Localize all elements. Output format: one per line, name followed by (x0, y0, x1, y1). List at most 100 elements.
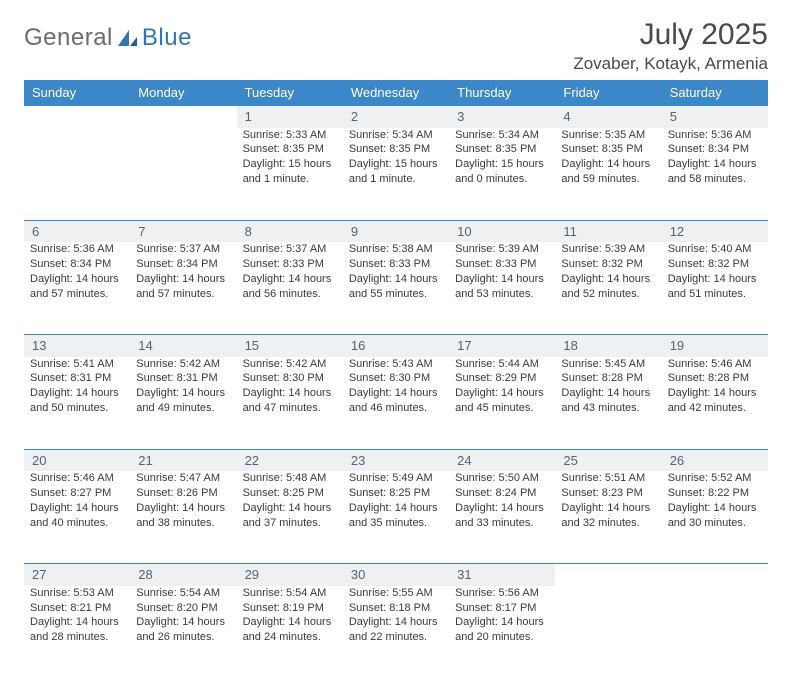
sunrise-text: Sunrise: 5:55 AM (349, 586, 443, 601)
day1-text: Daylight: 15 hours (349, 157, 443, 172)
day-cell: Sunrise: 5:48 AMSunset: 8:25 PMDaylight:… (237, 471, 343, 564)
day-cell: Sunrise: 5:46 AMSunset: 8:28 PMDaylight:… (662, 357, 768, 450)
week-row: Sunrise: 5:33 AMSunset: 8:35 PMDaylight:… (24, 128, 768, 221)
sunrise-text: Sunrise: 5:47 AM (136, 471, 230, 486)
day2-text: and 32 minutes. (561, 516, 655, 531)
day-cell: Sunrise: 5:39 AMSunset: 8:33 PMDaylight:… (449, 242, 555, 335)
sunrise-text: Sunrise: 5:45 AM (561, 357, 655, 372)
day-number: 2 (343, 106, 449, 128)
day-number (555, 564, 661, 586)
day-cell: Sunrise: 5:44 AMSunset: 8:29 PMDaylight:… (449, 357, 555, 450)
day1-text: Daylight: 14 hours (243, 386, 337, 401)
day-cell: Sunrise: 5:37 AMSunset: 8:33 PMDaylight:… (237, 242, 343, 335)
day-number: 22 (237, 449, 343, 471)
day-number: 29 (237, 564, 343, 586)
day-cell: Sunrise: 5:40 AMSunset: 8:32 PMDaylight:… (662, 242, 768, 335)
sunset-text: Sunset: 8:35 PM (243, 142, 337, 157)
day1-text: Daylight: 14 hours (243, 272, 337, 287)
day1-text: Daylight: 14 hours (136, 272, 230, 287)
day-number: 19 (662, 335, 768, 357)
day-number-row: 12345 (24, 106, 768, 128)
sunset-text: Sunset: 8:17 PM (455, 601, 549, 616)
sunrise-text: Sunrise: 5:39 AM (561, 242, 655, 257)
sunset-text: Sunset: 8:35 PM (349, 142, 443, 157)
sunset-text: Sunset: 8:32 PM (668, 257, 762, 272)
day2-text: and 24 minutes. (243, 630, 337, 645)
day-cell: Sunrise: 5:43 AMSunset: 8:30 PMDaylight:… (343, 357, 449, 450)
day-cell: Sunrise: 5:53 AMSunset: 8:21 PMDaylight:… (24, 586, 130, 678)
week-row: Sunrise: 5:36 AMSunset: 8:34 PMDaylight:… (24, 242, 768, 335)
day2-text: and 35 minutes. (349, 516, 443, 531)
day1-text: Daylight: 14 hours (668, 157, 762, 172)
day1-text: Daylight: 15 hours (243, 157, 337, 172)
day-cell: Sunrise: 5:51 AMSunset: 8:23 PMDaylight:… (555, 471, 661, 564)
day-cell: Sunrise: 5:42 AMSunset: 8:30 PMDaylight:… (237, 357, 343, 450)
sunrise-text: Sunrise: 5:41 AM (30, 357, 124, 372)
day1-text: Daylight: 14 hours (30, 272, 124, 287)
day-number: 31 (449, 564, 555, 586)
day1-text: Daylight: 14 hours (561, 386, 655, 401)
day-number-row: 13141516171819 (24, 335, 768, 357)
day-cell: Sunrise: 5:39 AMSunset: 8:32 PMDaylight:… (555, 242, 661, 335)
day-number: 12 (662, 220, 768, 242)
day-number: 24 (449, 449, 555, 471)
day2-text: and 28 minutes. (30, 630, 124, 645)
day2-text: and 46 minutes. (349, 401, 443, 416)
day-cell: Sunrise: 5:55 AMSunset: 8:18 PMDaylight:… (343, 586, 449, 678)
sunrise-text: Sunrise: 5:48 AM (243, 471, 337, 486)
day1-text: Daylight: 14 hours (136, 386, 230, 401)
day2-text: and 38 minutes. (136, 516, 230, 531)
sunset-text: Sunset: 8:29 PM (455, 371, 549, 386)
sunrise-text: Sunrise: 5:37 AM (243, 242, 337, 257)
sunset-text: Sunset: 8:33 PM (455, 257, 549, 272)
day1-text: Daylight: 14 hours (136, 501, 230, 516)
day2-text: and 43 minutes. (561, 401, 655, 416)
sunset-text: Sunset: 8:34 PM (136, 257, 230, 272)
day-number: 6 (24, 220, 130, 242)
day-number-row: 20212223242526 (24, 449, 768, 471)
sunset-text: Sunset: 8:20 PM (136, 601, 230, 616)
weekday-header: Thursday (449, 80, 555, 106)
day-number: 11 (555, 220, 661, 242)
day2-text: and 45 minutes. (455, 401, 549, 416)
day1-text: Daylight: 14 hours (30, 501, 124, 516)
day-cell (662, 586, 768, 678)
sunrise-text: Sunrise: 5:49 AM (349, 471, 443, 486)
brand-sail-icon (116, 28, 138, 48)
brand-text-blue: Blue (142, 24, 192, 52)
calendar-table: Sunday Monday Tuesday Wednesday Thursday… (24, 80, 768, 678)
sunrise-text: Sunrise: 5:53 AM (30, 586, 124, 601)
day2-text: and 0 minutes. (455, 172, 549, 187)
month-title: July 2025 (573, 18, 768, 52)
sunrise-text: Sunrise: 5:35 AM (561, 128, 655, 143)
day-cell: Sunrise: 5:34 AMSunset: 8:35 PMDaylight:… (449, 128, 555, 221)
sunset-text: Sunset: 8:24 PM (455, 486, 549, 501)
day2-text: and 57 minutes. (30, 287, 124, 302)
day1-text: Daylight: 14 hours (668, 386, 762, 401)
day1-text: Daylight: 14 hours (349, 615, 443, 630)
day-cell: Sunrise: 5:56 AMSunset: 8:17 PMDaylight:… (449, 586, 555, 678)
sunset-text: Sunset: 8:21 PM (30, 601, 124, 616)
day2-text: and 22 minutes. (349, 630, 443, 645)
sunset-text: Sunset: 8:30 PM (243, 371, 337, 386)
day1-text: Daylight: 14 hours (561, 501, 655, 516)
day-number: 1 (237, 106, 343, 128)
sunrise-text: Sunrise: 5:54 AM (136, 586, 230, 601)
day-number: 3 (449, 106, 555, 128)
sunset-text: Sunset: 8:31 PM (136, 371, 230, 386)
sunrise-text: Sunrise: 5:34 AM (349, 128, 443, 143)
day1-text: Daylight: 14 hours (668, 501, 762, 516)
sunrise-text: Sunrise: 5:51 AM (561, 471, 655, 486)
sunset-text: Sunset: 8:27 PM (30, 486, 124, 501)
day2-text: and 33 minutes. (455, 516, 549, 531)
sunset-text: Sunset: 8:34 PM (668, 142, 762, 157)
day1-text: Daylight: 14 hours (455, 615, 549, 630)
day-cell (130, 128, 236, 221)
day1-text: Daylight: 14 hours (455, 386, 549, 401)
day2-text: and 56 minutes. (243, 287, 337, 302)
day-cell: Sunrise: 5:42 AMSunset: 8:31 PMDaylight:… (130, 357, 236, 450)
day-cell: Sunrise: 5:34 AMSunset: 8:35 PMDaylight:… (343, 128, 449, 221)
sunrise-text: Sunrise: 5:39 AM (455, 242, 549, 257)
day-cell (24, 128, 130, 221)
sunset-text: Sunset: 8:33 PM (349, 257, 443, 272)
